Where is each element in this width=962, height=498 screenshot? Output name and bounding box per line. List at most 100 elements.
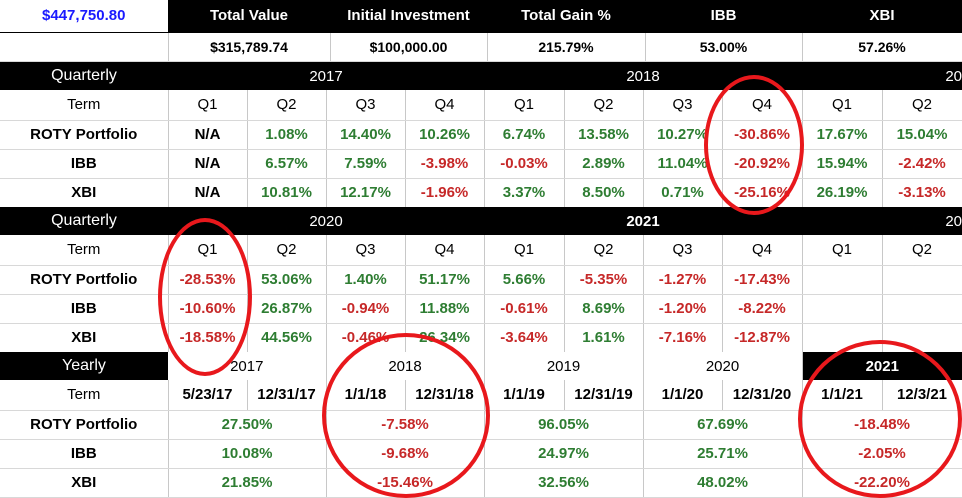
row-label[interactable]: XBI [0,178,169,208]
quarter-label[interactable]: Q3 [643,90,723,121]
date-label[interactable]: 12/31/17 [247,380,327,411]
value-cell[interactable]: 24.97% [484,439,644,469]
term-label[interactable]: Term [0,380,169,411]
quarter-label[interactable]: Q4 [405,90,485,121]
summary-value-cell[interactable]: 53.00% [645,32,803,62]
value-cell[interactable]: 6.57% [247,149,327,179]
date-label[interactable]: 1/1/21 [802,380,883,411]
value-cell[interactable]: -15.46% [326,468,485,498]
value-cell[interactable]: 15.04% [882,120,962,150]
value-cell[interactable] [882,294,962,324]
value-cell[interactable]: 67.69% [643,410,803,440]
quarter-label[interactable]: Q3 [643,235,723,266]
value-cell[interactable]: 1.61% [564,323,644,353]
value-cell[interactable]: N/A [168,178,248,208]
value-cell[interactable]: -18.58% [168,323,248,353]
value-cell[interactable]: -30.86% [722,120,803,150]
value-cell[interactable]: 10.81% [247,178,327,208]
term-label[interactable]: Term [0,90,169,121]
value-cell[interactable]: -20.92% [722,149,803,179]
summary-header-cell[interactable]: Initial Investment [330,0,488,33]
value-cell[interactable]: 26.34% [405,323,485,353]
quarter-label[interactable]: Q2 [247,235,327,266]
value-cell[interactable]: 32.56% [484,468,644,498]
value-cell[interactable]: 3.37% [484,178,565,208]
date-label[interactable]: 12/31/18 [405,380,485,411]
value-cell[interactable]: 8.69% [564,294,644,324]
value-cell[interactable]: -0.46% [326,323,406,353]
value-cell[interactable]: 11.88% [405,294,485,324]
date-label[interactable]: 1/1/18 [326,380,406,411]
value-cell[interactable] [882,265,962,295]
value-cell[interactable]: -0.94% [326,294,406,324]
quarter-label[interactable]: Q3 [326,235,406,266]
summary-header-cell[interactable]: IBB [645,0,803,33]
value-cell[interactable]: 5.66% [484,265,565,295]
value-cell[interactable]: 13.58% [564,120,644,150]
row-label[interactable]: IBB [0,149,169,179]
value-cell[interactable]: 48.02% [643,468,803,498]
value-cell[interactable]: -22.20% [802,468,962,498]
value-cell[interactable]: -28.53% [168,265,248,295]
value-cell[interactable]: -12.87% [722,323,803,353]
value-cell[interactable] [802,323,883,353]
value-cell[interactable]: 17.67% [802,120,883,150]
quarter-label[interactable]: Q2 [564,235,644,266]
date-label[interactable]: 12/31/19 [564,380,644,411]
value-cell[interactable]: -18.48% [802,410,962,440]
value-cell[interactable]: -2.42% [882,149,962,179]
quarter-label[interactable]: Q2 [564,90,644,121]
value-cell[interactable]: 96.05% [484,410,644,440]
value-cell[interactable]: -1.27% [643,265,723,295]
value-cell[interactable]: 10.08% [168,439,327,469]
summary-value-cell[interactable]: 215.79% [487,32,646,62]
date-label[interactable]: 12/31/20 [722,380,803,411]
value-cell[interactable]: 26.19% [802,178,883,208]
quarter-label[interactable]: Q1 [484,235,565,266]
quarter-label[interactable]: Q4 [722,90,803,121]
row-label[interactable]: ROTY Portfolio [0,265,169,295]
value-cell[interactable]: 8.50% [564,178,644,208]
value-cell[interactable]: 26.87% [247,294,327,324]
summary-value-cell[interactable]: $315,789.74 [168,32,331,62]
quarter-label[interactable]: Q1 [168,235,248,266]
value-cell[interactable]: 21.85% [168,468,327,498]
summary-header-cell[interactable]: Total Value [168,0,331,33]
date-label[interactable]: 5/23/17 [168,380,248,411]
value-cell[interactable]: 10.26% [405,120,485,150]
quarter-label[interactable]: Q4 [722,235,803,266]
value-cell[interactable]: -2.05% [802,439,962,469]
value-cell[interactable]: N/A [168,149,248,179]
value-cell[interactable]: -1.20% [643,294,723,324]
value-cell[interactable]: -0.61% [484,294,565,324]
value-cell[interactable]: -3.64% [484,323,565,353]
date-label[interactable]: 1/1/20 [643,380,723,411]
value-cell[interactable]: -17.43% [722,265,803,295]
quarter-label[interactable]: Q2 [882,235,962,266]
row-label[interactable]: IBB [0,294,169,324]
row-label[interactable]: XBI [0,323,169,353]
quarter-label[interactable]: Q2 [882,90,962,121]
value-cell[interactable]: -1.96% [405,178,485,208]
quarter-label[interactable]: Q1 [802,90,883,121]
value-cell[interactable]: -8.22% [722,294,803,324]
quarter-label[interactable]: Q4 [405,235,485,266]
row-label[interactable]: XBI [0,468,169,498]
row-label[interactable]: IBB [0,439,169,469]
value-cell[interactable]: 1.40% [326,265,406,295]
quarter-label[interactable]: Q3 [326,90,406,121]
value-cell[interactable]: -0.03% [484,149,565,179]
quarter-label[interactable]: Q2 [247,90,327,121]
row-label[interactable]: ROTY Portfolio [0,120,169,150]
summary-header-cell[interactable]: XBI [802,0,962,33]
value-cell[interactable]: 1.08% [247,120,327,150]
value-cell[interactable]: 27.50% [168,410,327,440]
value-cell[interactable]: -7.16% [643,323,723,353]
value-cell[interactable]: 51.17% [405,265,485,295]
value-cell[interactable]: -5.35% [564,265,644,295]
quarter-label[interactable]: Q1 [168,90,248,121]
value-cell[interactable]: 15.94% [802,149,883,179]
value-cell[interactable]: 12.17% [326,178,406,208]
summary-header-cell[interactable]: Total Gain % [487,0,646,33]
value-cell[interactable] [802,294,883,324]
